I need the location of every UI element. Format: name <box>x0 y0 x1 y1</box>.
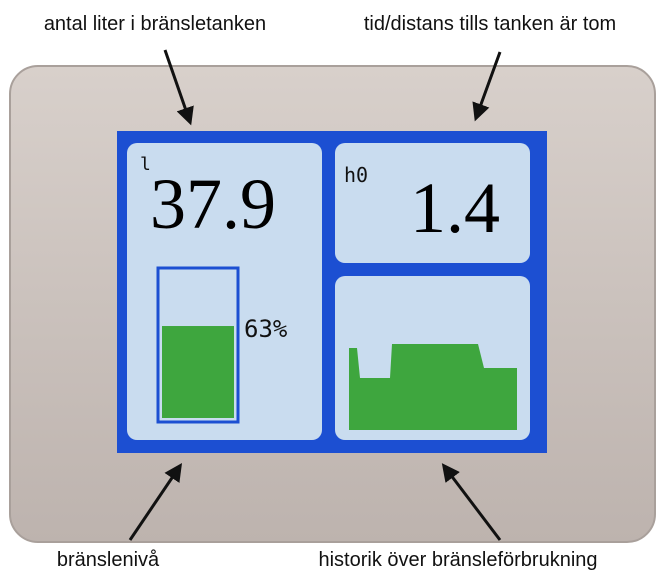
time-unit: h0 <box>344 163 368 187</box>
annotation: tid/distans tills tanken är tom <box>364 13 616 35</box>
volume-value: 37.9 <box>150 164 276 244</box>
annotation: historik över bränsleförbrukning <box>318 549 597 571</box>
page: l 37.9 h0 1.4 63% antal liter i bränslet… <box>0 0 664 577</box>
time-value: 1.4 <box>410 168 500 248</box>
gauge-fill <box>162 326 234 418</box>
annotation: bränslenivå <box>57 549 160 571</box>
annotation: antal liter i bränsletanken <box>44 13 266 35</box>
gauge-label: 63% <box>244 315 288 343</box>
